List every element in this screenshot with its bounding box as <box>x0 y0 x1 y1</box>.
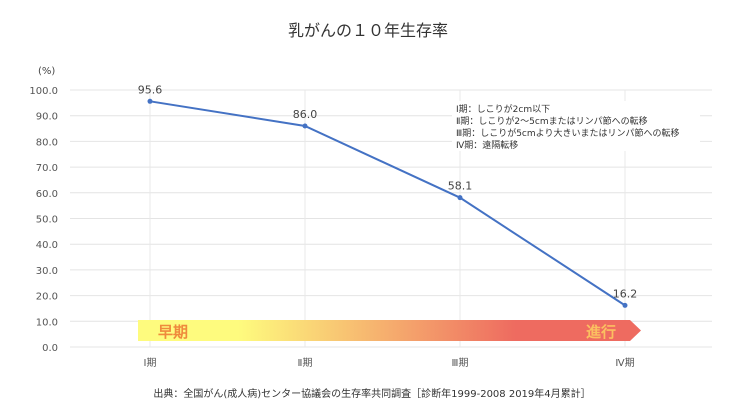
chart-title: 乳がんの１０年生存率 <box>288 21 448 40</box>
stage-note: Ⅳ期：遠隔転移 <box>456 139 518 151</box>
y-tick-label: 30.0 <box>36 266 58 277</box>
data-label: 95.6 <box>138 83 163 96</box>
y-tick-label: 70.0 <box>36 163 58 174</box>
stage-note: Ⅲ期：しこりが5cmより大きいまたはリンパ節への転移 <box>456 127 679 139</box>
stage-note: Ⅰ期：しこりが2cm以下 <box>456 103 550 115</box>
arrow-start-label: 早期 <box>158 323 188 341</box>
data-point <box>457 195 463 201</box>
x-tick-label: Ⅰ期 <box>144 357 157 369</box>
data-point <box>622 302 628 308</box>
data-label: 16.2 <box>613 287 638 300</box>
x-tick-label: Ⅱ期 <box>298 357 313 369</box>
y-tick-label: 80.0 <box>36 137 58 148</box>
y-tick-label: 20.0 <box>36 292 58 303</box>
notes-box <box>452 101 700 151</box>
y-tick-label: 90.0 <box>36 112 58 123</box>
y-tick-label: 60.0 <box>36 189 58 200</box>
data-label: 86.0 <box>293 108 318 121</box>
data-label: 58.1 <box>448 180 473 193</box>
y-tick-label: 40.0 <box>36 240 58 251</box>
y-tick-label: 10.0 <box>36 317 58 328</box>
series-line <box>149 100 626 307</box>
y-tick-label: 100.0 <box>29 86 58 97</box>
source-note: 出典：全国がん(成人病)センター協議会の生存率共同調査［診断年1999-2008… <box>153 387 590 400</box>
data-point <box>147 98 153 104</box>
y-tick-label: 0.0 <box>42 343 58 354</box>
data-point <box>302 123 308 129</box>
x-tick-label: Ⅲ期 <box>452 357 469 369</box>
arrow-end-label: 進行 <box>586 323 616 341</box>
x-tick-label: Ⅳ期 <box>615 357 634 369</box>
stage-note: Ⅱ期：しこりが2〜5cmまたはリンパ節への転移 <box>456 115 648 127</box>
y-axis-label: (%) <box>38 66 55 77</box>
y-tick-label: 50.0 <box>36 215 58 226</box>
progression-arrow <box>138 320 641 341</box>
